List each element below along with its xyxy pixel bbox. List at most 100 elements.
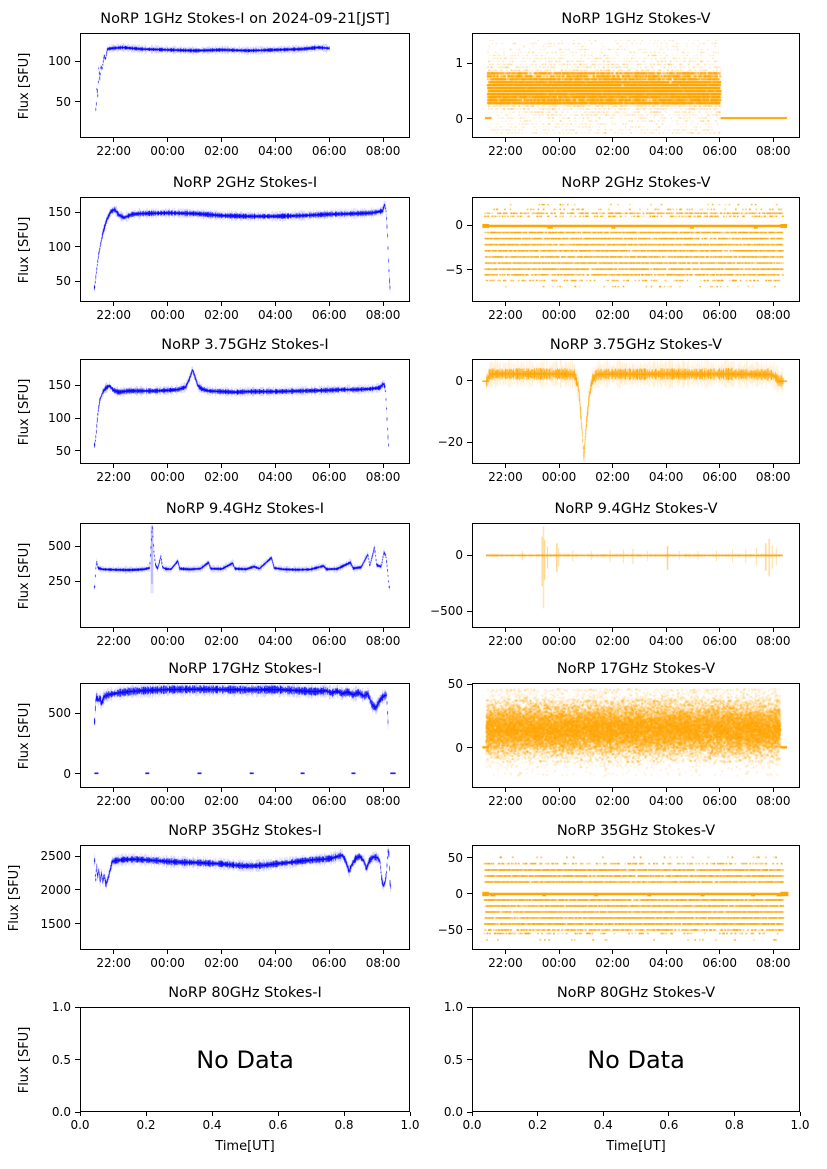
- plot-frame: [80, 683, 410, 788]
- x-tick-label: 06:00: [311, 470, 347, 484]
- y-axis-label: Flux [SFU]: [17, 52, 32, 119]
- y-tick-mark: [75, 211, 80, 213]
- x-tick-mark: [328, 302, 330, 306]
- y-tick-label: 1500: [40, 916, 71, 931]
- x-tick-label: 08:00: [365, 308, 401, 322]
- x-tick-mark: [612, 138, 614, 142]
- x-tick-mark: [733, 1112, 735, 1116]
- x-tick-mark: [328, 138, 330, 142]
- y-tick-mark: [75, 923, 80, 925]
- y-tick-label: 50: [447, 850, 463, 865]
- x-tick-label: 0.8: [724, 1118, 744, 1132]
- x-tick-label: 00:00: [541, 956, 577, 970]
- x-tick-mark: [113, 138, 115, 142]
- x-tick-mark: [772, 138, 774, 142]
- x-tick-mark: [343, 1112, 345, 1116]
- x-tick-mark: [274, 138, 276, 142]
- x-tick-mark: [612, 464, 614, 468]
- y-tick-mark: [75, 580, 80, 582]
- y-tick-mark: [467, 929, 472, 931]
- x-tick-mark: [504, 138, 506, 142]
- y-tick-label: −5: [445, 262, 463, 277]
- x-tick-mark: [274, 950, 276, 954]
- x-tick-mark: [220, 464, 222, 468]
- x-tick-label: 02:00: [595, 956, 630, 970]
- x-tick-label: 08:00: [365, 634, 401, 648]
- plot-canvas: [473, 684, 799, 787]
- plot-canvas: [473, 1008, 799, 1111]
- x-tick-mark: [612, 302, 614, 306]
- y-tick-label: 1.0: [443, 1000, 463, 1014]
- x-tick-mark: [504, 302, 506, 306]
- y-tick-label: 1.0: [51, 1000, 71, 1014]
- x-tick-mark: [772, 464, 774, 468]
- x-tick-label: 00:00: [150, 794, 185, 808]
- plot-canvas: [81, 524, 409, 627]
- x-tick-mark: [665, 950, 667, 954]
- y-tick-mark: [75, 1111, 80, 1113]
- y-tick-label: 150: [48, 205, 71, 220]
- x-tick-mark: [558, 628, 560, 632]
- x-tick-label: 06:00: [311, 634, 347, 648]
- plot-frame: [472, 683, 800, 788]
- y-tick-label: 0.5: [51, 1052, 71, 1067]
- x-tick-mark: [558, 950, 560, 954]
- x-tick-label: 00:00: [541, 470, 577, 484]
- x-tick-label: 00:00: [150, 308, 185, 322]
- y-tick-mark: [75, 417, 80, 419]
- y-tick-label: −50: [437, 922, 463, 937]
- y-tick-mark: [467, 554, 472, 556]
- x-tick-mark: [382, 950, 384, 954]
- x-tick-mark: [504, 628, 506, 632]
- x-tick-label: 02:00: [595, 794, 630, 808]
- y-tick-label: 100: [48, 54, 71, 69]
- plot-canvas: [473, 198, 799, 301]
- x-tick-label: 06:00: [702, 144, 737, 158]
- y-tick-label: 0: [455, 111, 463, 126]
- x-tick-label: 02:00: [204, 470, 239, 484]
- y-tick-mark: [467, 269, 472, 271]
- plot-frame: [80, 845, 410, 950]
- x-tick-label: 22:00: [96, 634, 131, 648]
- x-tick-label: 1.0: [790, 1118, 810, 1132]
- x-tick-mark: [665, 138, 667, 142]
- y-tick-mark: [75, 384, 80, 386]
- x-tick-mark: [382, 138, 384, 142]
- y-tick-label: 50: [55, 274, 71, 289]
- y-tick-label: 50: [55, 443, 71, 458]
- x-tick-mark: [274, 302, 276, 306]
- y-tick-mark: [467, 441, 472, 443]
- x-tick-label: 04:00: [648, 794, 684, 808]
- x-tick-label: 08:00: [365, 956, 401, 970]
- y-tick-mark: [467, 62, 472, 64]
- x-tick-mark: [558, 464, 560, 468]
- y-tick-label: 100: [48, 411, 71, 426]
- plot-canvas: [81, 1008, 409, 1111]
- y-tick-label: 0: [455, 886, 463, 901]
- y-tick-mark: [75, 889, 80, 891]
- y-tick-label: 500: [48, 539, 71, 554]
- y-tick-label: 150: [48, 378, 71, 393]
- x-tick-label: 06:00: [702, 956, 737, 970]
- y-tick-label: 0: [455, 373, 463, 388]
- no-data-label: No Data: [587, 1045, 685, 1074]
- y-tick-mark: [75, 712, 80, 714]
- y-tick-label: 50: [55, 94, 71, 109]
- plot-frame: [80, 197, 410, 302]
- x-tick-label: 0.6: [659, 1118, 679, 1132]
- x-tick-mark: [471, 1112, 473, 1116]
- x-tick-mark: [328, 788, 330, 792]
- x-tick-label: 02:00: [595, 308, 630, 322]
- x-tick-label: 08:00: [755, 144, 791, 158]
- x-tick-label: 02:00: [204, 634, 239, 648]
- x-tick-label: 22:00: [96, 470, 131, 484]
- x-tick-mark: [382, 464, 384, 468]
- plot-title: NoRP 35GHz Stokes-V: [556, 823, 716, 839]
- x-tick-label: 02:00: [204, 794, 239, 808]
- x-tick-label: 00:00: [541, 308, 577, 322]
- plot-canvas: [81, 846, 409, 949]
- y-tick-mark: [467, 610, 472, 612]
- x-tick-label: 04:00: [648, 308, 684, 322]
- x-tick-mark: [274, 464, 276, 468]
- x-tick-label: 22:00: [96, 794, 131, 808]
